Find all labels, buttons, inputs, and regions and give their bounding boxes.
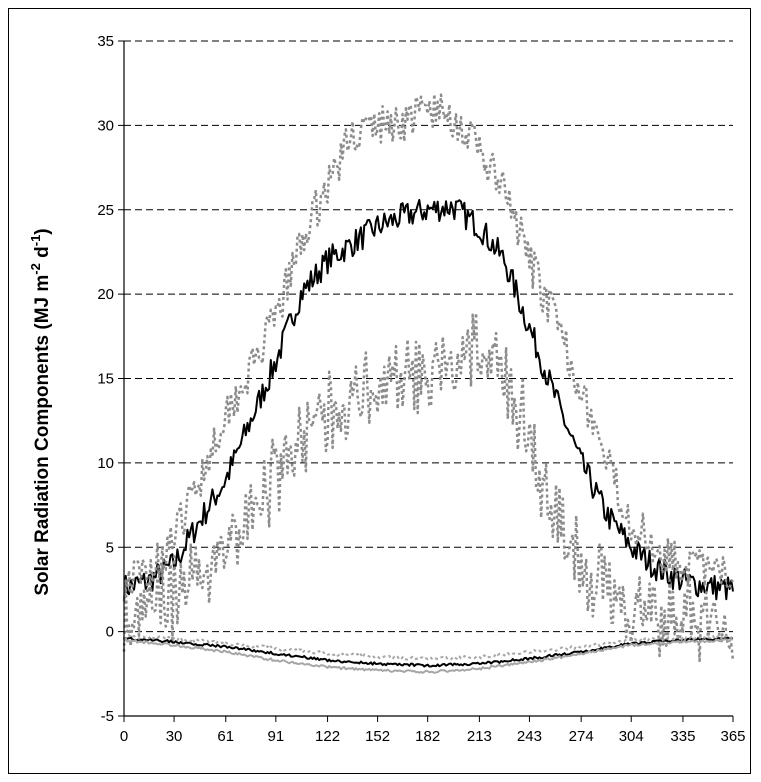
- y-axis-label-exp1: -2: [28, 263, 43, 275]
- y-tick-label: 30: [97, 117, 114, 134]
- y-tick-label: 25: [97, 202, 114, 219]
- gridlines: [124, 40, 733, 633]
- x-tick-label: 304: [619, 728, 644, 745]
- series-line-dotted-gray-lower: [122, 311, 735, 663]
- x-tick-label: 243: [517, 728, 542, 745]
- axes: [118, 40, 734, 722]
- series-line-solid-black: [123, 199, 734, 602]
- y-tick-label: 20: [97, 286, 114, 303]
- y-tick-label: 0: [106, 624, 114, 641]
- x-tick-label: 365: [720, 728, 745, 745]
- y-axis-label-main: Solar Radiation Components (MJ m: [32, 275, 53, 596]
- x-tick-label: 30: [166, 728, 183, 745]
- x-tick-label: 335: [670, 728, 695, 745]
- y-axis-label-end: ): [32, 228, 53, 234]
- y-tick-label: 35: [97, 33, 114, 50]
- x-tick-label: 274: [569, 728, 594, 745]
- x-tick-label: 0: [120, 728, 128, 745]
- series-group: [122, 92, 735, 674]
- x-tick-label: 182: [415, 728, 440, 745]
- y-axis-label: Solar Radiation Components (MJ m-2 d-1): [28, 228, 53, 595]
- y-axis-label-mid: d: [32, 246, 53, 263]
- x-tick-label: 91: [267, 728, 284, 745]
- series-line-solid-black-negative: [123, 636, 733, 668]
- x-tick-label: 122: [315, 728, 340, 745]
- y-tick-labels: -5 0 5 10 15 20 25 30 35: [97, 33, 114, 725]
- x-tick-label: 61: [217, 728, 234, 745]
- x-tick-label: 213: [467, 728, 492, 745]
- series-line-dotted-gray-upper: [122, 92, 734, 602]
- y-axis-label-exp2: -1: [28, 235, 43, 247]
- series-line-solid-gray-negative: [123, 638, 734, 674]
- series-line-dotted-gray-negative: [124, 634, 734, 661]
- y-tick-label: 5: [106, 539, 114, 556]
- y-tick-label: 15: [97, 371, 114, 388]
- x-tick-label: 152: [365, 728, 390, 745]
- x-tick-labels: 0 30 61 91 122 152 182 213 243 274 304 335 365: [120, 728, 746, 745]
- y-tick-label: -5: [101, 708, 114, 725]
- y-tick-label: 10: [97, 455, 114, 472]
